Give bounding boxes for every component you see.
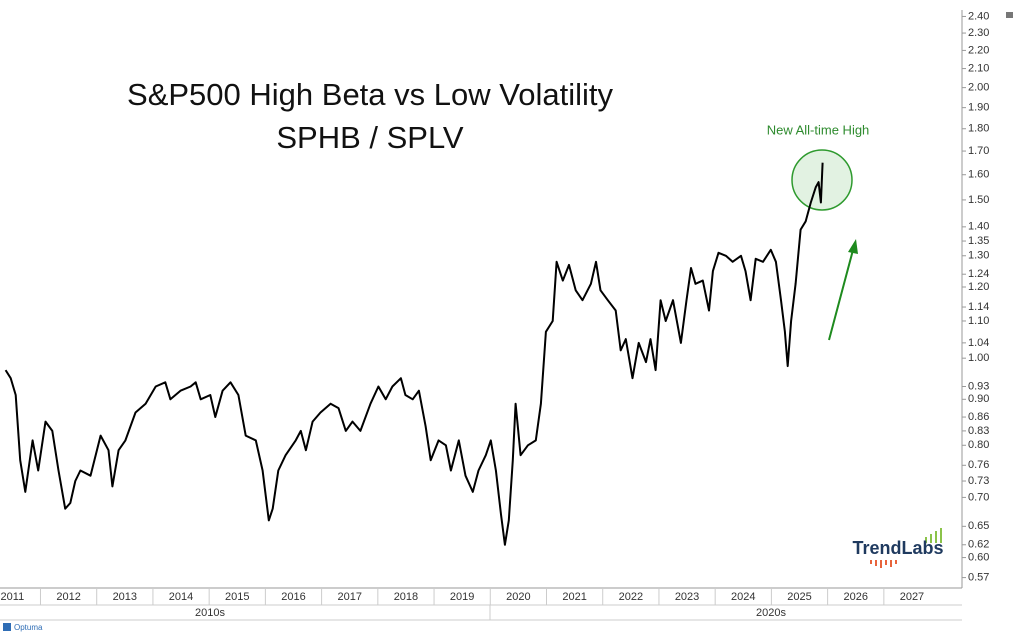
x-tick-label: 2019 [450, 591, 474, 603]
y-tick-label: 2.20 [968, 44, 989, 56]
y-tick-label: 1.10 [968, 315, 989, 327]
y-tick-label: 1.00 [968, 352, 989, 364]
x-tick-label: 2012 [56, 591, 80, 603]
logo: TrendLabs [852, 538, 943, 558]
x-tick-label: 2018 [394, 591, 418, 603]
annotation: New All-time High [767, 122, 870, 137]
x-tick-label: 2023 [675, 591, 699, 603]
x-tick-label: 2022 [619, 591, 643, 603]
x-tick-label: 2026 [843, 591, 867, 603]
decade-label: 2020s [756, 607, 786, 619]
y-tick-label: 0.93 [968, 380, 989, 392]
y-tick-label: 0.83 [968, 425, 989, 437]
y-tick-label: 1.70 [968, 145, 989, 157]
y-tick-label: 0.70 [968, 491, 989, 503]
source-icon [3, 623, 11, 631]
y-tick-label: 1.80 [968, 123, 989, 135]
x-tick-label: 2027 [900, 591, 924, 603]
y-tick-label: 0.57 [968, 571, 989, 583]
y-tick-label: 2.00 [968, 82, 989, 94]
y-tick-label: 1.24 [968, 268, 989, 280]
x-tick-label: 2015 [225, 591, 249, 603]
x-tick-label: 2011 [1, 591, 25, 603]
y-tick-label: 1.60 [968, 169, 989, 181]
y-tick-label: 0.90 [968, 393, 989, 405]
x-tick-label: 2025 [787, 591, 811, 603]
x-tick-label: 2020 [506, 591, 530, 603]
x-tick-label: 2014 [169, 591, 193, 603]
x-tick-label: 2017 [337, 591, 361, 603]
chart-title: S&P500 High Beta vs Low Volatility [127, 77, 613, 112]
x-tick-label: 2021 [562, 591, 586, 603]
y-tick-label: 1.04 [968, 337, 989, 349]
y-tick-label: 1.40 [968, 221, 989, 233]
decade-label: 2010s [195, 607, 225, 619]
y-tick-label: 0.60 [968, 551, 989, 563]
y-tick-label: 0.76 [968, 459, 989, 471]
trend-arrow [828, 249, 854, 341]
y-tick-label: 0.80 [968, 439, 989, 451]
y-tick-label: 0.62 [968, 539, 989, 551]
lock-icon [1006, 12, 1013, 18]
x-tick-label: 2013 [113, 591, 137, 603]
y-tick-label: 2.40 [968, 10, 989, 22]
y-tick-label: 1.14 [968, 301, 989, 313]
y-tick-label: 1.35 [968, 235, 989, 247]
y-tick-label: 0.86 [968, 411, 989, 423]
y-tick-label: 1.30 [968, 250, 989, 262]
y-tick-label: 0.73 [968, 475, 989, 487]
y-tick-label: 0.65 [968, 520, 989, 532]
x-tick-label: 2016 [281, 591, 305, 603]
y-tick-label: 2.10 [968, 62, 989, 74]
y-tick-label: 1.20 [968, 281, 989, 293]
source: Optuma [14, 623, 43, 632]
logo-bars [870, 528, 942, 568]
x-tick-label: 2024 [731, 591, 755, 603]
chart-subtitle: SPHB / SPLV [276, 120, 464, 155]
data-line [4, 162, 824, 546]
y-tick-label: 1.90 [968, 102, 989, 114]
y-tick-label: 1.50 [968, 194, 989, 206]
y-tick-label: 2.30 [968, 27, 989, 39]
arrow-head [848, 239, 858, 254]
